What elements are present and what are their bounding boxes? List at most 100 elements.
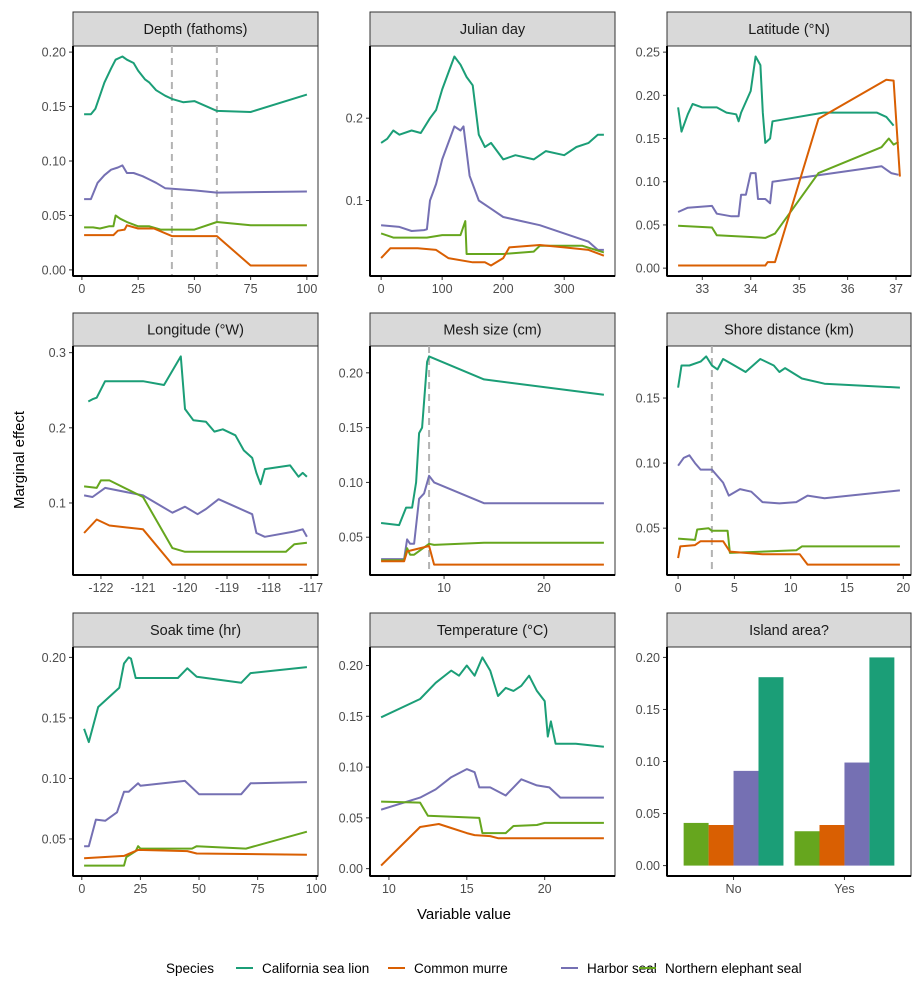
series-line-harbor-seal — [381, 125, 604, 251]
legend-item-northern-elephant-seal: Northern elephant seal — [639, 961, 802, 976]
y-tick-label: 0.10 — [339, 476, 363, 490]
x-tick-label: 20 — [538, 882, 552, 896]
y-tick-label: 0.10 — [42, 772, 66, 786]
x-tick-label: -118 — [257, 581, 281, 595]
x-tick-label: 0 — [675, 581, 682, 595]
x-tick-label: -117 — [299, 581, 323, 595]
x-tick-label: 5 — [731, 581, 738, 595]
series-line-california-sea-lion — [677, 355, 900, 389]
bar-california-sea-lion-no — [758, 677, 784, 866]
y-tick-label: 0.05 — [636, 218, 660, 232]
bar-northern-elephant-seal-no — [683, 822, 709, 866]
x-tick-label: 10 — [437, 581, 451, 595]
legend-label: Common murre — [414, 961, 508, 976]
series-line-common-murre — [677, 540, 900, 566]
x-tick-label: 20 — [537, 581, 551, 595]
x-tick-label: 34 — [744, 282, 758, 296]
series-line-northern-elephant-seal — [84, 214, 307, 231]
strip-background — [369, 312, 616, 347]
x-tick-label: -122 — [88, 581, 113, 595]
x-tick-label: 10 — [382, 882, 396, 896]
y-tick-label: 0.15 — [636, 703, 660, 717]
strip-title: Julian day — [460, 22, 526, 38]
legend-title: Species — [166, 961, 214, 976]
y-tick-label: 0.20 — [339, 366, 363, 380]
series-line-harbor-seal — [84, 779, 307, 848]
x-tick-label: 50 — [192, 882, 206, 896]
x-tick-label: 25 — [131, 282, 145, 296]
bar-harbor-seal-yes — [844, 762, 870, 866]
panel-temperature-c: Temperature (°C) 0.00 0.05 0.10 0.15 0.20 10 15… — [339, 612, 616, 896]
panel-background — [666, 345, 912, 576]
y-tick-label: 0.15 — [636, 392, 660, 406]
x-tick-label: 75 — [251, 882, 265, 896]
strip-title: Temperature (°C) — [437, 623, 548, 639]
y-tick-label: 0.00 — [42, 263, 66, 277]
y-tick-label: 0.05 — [636, 522, 660, 536]
strip-title: Depth (fathoms) — [144, 22, 248, 38]
bar-harbor-seal-no — [733, 770, 759, 866]
x-tick-label: 37 — [889, 282, 903, 296]
y-tick-label: 0.15 — [42, 100, 66, 114]
x-tick-label: 75 — [244, 282, 258, 296]
y-tick-label: 0.2 — [346, 112, 363, 126]
x-tick-label: 36 — [841, 282, 855, 296]
y-tick-label: 0.15 — [636, 132, 660, 146]
bar-california-sea-lion-yes — [869, 657, 895, 866]
y-tick-label: 0.00 — [636, 262, 660, 276]
y-tick-label: 0.05 — [636, 807, 660, 821]
x-tick-label: 0 — [378, 282, 385, 296]
y-tick-label: 0.15 — [339, 421, 363, 435]
strip-title: Shore distance (km) — [724, 323, 854, 339]
series-line-california-sea-lion — [380, 355, 605, 527]
series-line-northern-elephant-seal — [381, 800, 604, 835]
series-line-california-sea-lion — [84, 55, 308, 116]
legend: Species California sea lion Common murre H… — [166, 961, 802, 976]
y-tick-label: 0.15 — [339, 710, 363, 724]
strip-background — [72, 312, 319, 347]
series-line-california-sea-lion — [380, 55, 604, 161]
series-line-california-sea-lion — [380, 656, 605, 748]
y-tick-label: 0.10 — [636, 755, 660, 769]
y-tick-label: 0.20 — [636, 651, 660, 665]
x-tick-label: 50 — [187, 282, 201, 296]
x-tick-label: 25 — [133, 882, 147, 896]
y-tick-label: 0.10 — [636, 457, 660, 471]
strip-title: Mesh size (cm) — [443, 323, 541, 339]
y-tick-label: 0.20 — [42, 46, 66, 60]
x-tick-label: -121 — [130, 581, 155, 595]
legend-label: Harbor seal — [587, 961, 657, 976]
x-tick-label: 300 — [554, 282, 575, 296]
y-tick-label: 0.1 — [49, 496, 66, 510]
panel-longitude-w: Longitude (°W) 0.1 0.2 0.3 -122 -121 -120 -119 -… — [49, 312, 323, 595]
strip-title: Island area? — [749, 623, 829, 639]
series-line-harbor-seal — [381, 474, 604, 561]
series-line-common-murre — [83, 518, 307, 566]
series-line-harbor-seal — [677, 165, 899, 218]
panel-mesh-size-cm: Mesh size (cm) 0.05 0.10 0.15 0.20 10 20 — [339, 312, 616, 595]
panel-island-area: Island area? 0.00 0.05 0.10 0.15 0.20 No Yes — [636, 612, 912, 896]
y-tick-label: 0.10 — [42, 155, 66, 169]
x-tick-label: 10 — [784, 581, 798, 595]
series-line-common-murre — [678, 78, 901, 267]
series-line-california-sea-lion — [83, 656, 308, 744]
x-tick-label: 0 — [78, 282, 85, 296]
x-tick-label: 15 — [840, 581, 854, 595]
strip-title: Soak time (hr) — [150, 623, 241, 639]
series-line-harbor-seal — [380, 768, 604, 811]
legend-label: Northern elephant seal — [665, 961, 802, 976]
x-tick-label: -120 — [172, 581, 197, 595]
x-tick-label: 33 — [695, 282, 709, 296]
x-tick-label: 100 — [306, 882, 327, 896]
x-tick-label: 35 — [792, 282, 806, 296]
y-axis-title: Marginal effect — [11, 410, 28, 509]
series-line-northern-elephant-seal — [678, 137, 899, 239]
x-axis-title: Variable value — [417, 906, 511, 923]
bar-common-murre-no — [708, 824, 734, 866]
panel-background — [369, 45, 616, 277]
x-tick-label: 200 — [493, 282, 514, 296]
strip-background — [369, 612, 616, 648]
x-tick-label: 100 — [296, 282, 317, 296]
panel-julian-day: Julian day 0.1 0.2 0 100 200 300 — [346, 11, 616, 296]
